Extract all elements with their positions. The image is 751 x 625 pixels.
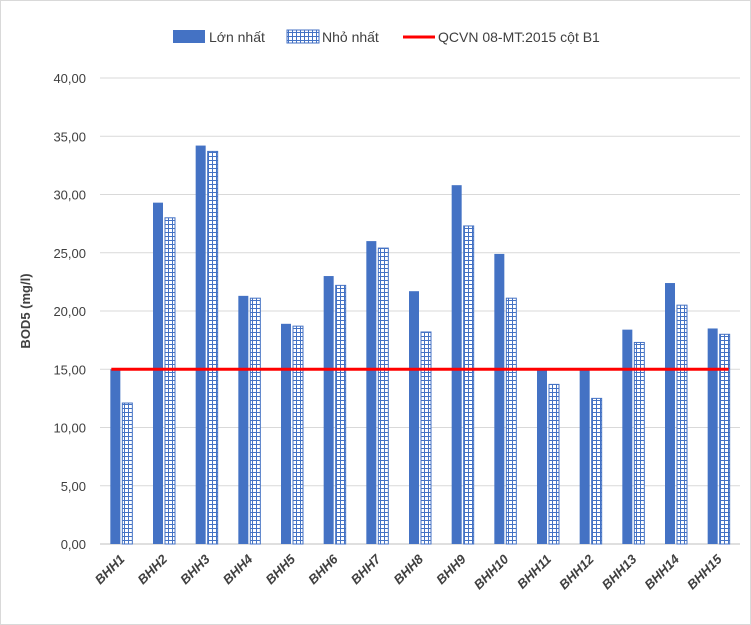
x-tick-label: BHH14 [641,551,682,592]
bar-min [121,402,133,545]
bar-min [548,383,560,545]
y-tick-label: 25,00 [53,246,86,261]
legend-swatch-max [173,30,205,43]
x-tick-label: BHH8 [390,551,426,587]
bar-max [579,369,590,544]
gridlines [100,77,740,545]
x-tick-label: BHH6 [305,551,341,587]
bar-max [622,329,633,544]
bar-min [164,217,176,545]
y-tick-label: 10,00 [53,421,86,436]
bar-max [238,295,249,544]
y-tick-label: 0,00 [61,537,86,552]
x-tick-label: BHH11 [514,552,554,592]
bar-min [505,297,517,545]
bar-max [451,185,462,544]
legend-label-standard: QCVN 08-MT:2015 cột B1 [438,29,600,45]
bar-min [719,333,731,545]
y-tick-label: 35,00 [53,129,86,144]
x-tick-label: BHH4 [220,551,256,587]
x-tick-label: BHH1 [92,552,128,588]
legend-swatch-min [286,29,320,44]
legend: Lớn nhất Nhỏ nhất QCVN 08-MT:2015 cột B1 [173,29,600,45]
bar-min [420,331,432,545]
bar-max [537,369,547,544]
bar-max [409,291,419,544]
y-tick-label: 30,00 [53,188,86,203]
bar-max [366,241,377,544]
x-tick-label: BHH10 [471,551,512,592]
bar-min [633,341,645,545]
bar-max [707,328,718,544]
x-tick-label: BHH7 [348,551,384,587]
bar-min [463,225,475,545]
bar-max [494,253,505,545]
bar-min [591,397,603,545]
bar-min [249,297,261,545]
x-tick-label: BHH3 [177,551,213,587]
bar-max [110,369,121,544]
bar-min [676,304,688,545]
x-tick-label: BHH12 [556,551,597,592]
x-axis-ticks: BHH1 BHH2 BHH3 BHH4 BHH5 BHH6 BHH7 BHH8 BHH9 BHH1… [92,551,726,592]
bar-max [281,323,291,544]
bars [110,145,731,545]
bar-min [292,325,304,545]
bar-max [195,145,206,544]
bar-max [323,276,334,544]
x-tick-label: BHH9 [433,551,469,587]
y-tick-label: 40,00 [53,71,86,86]
x-tick-label: BHH5 [262,551,298,587]
bar-min [335,284,347,545]
x-tick-label: BHH2 [134,551,170,587]
x-tick-label: BHH15 [684,551,725,592]
y-axis-title: BOD5 (mg/l) [18,273,33,348]
x-tick-label: BHH13 [599,551,640,592]
y-tick-label: 20,00 [53,304,86,319]
y-tick-label: 5,00 [61,479,86,494]
legend-label-max: Lớn nhất [209,29,265,45]
bar-min [207,150,219,545]
y-axis-ticks: 0,00 5,00 10,00 15,00 20,00 25,00 30,00 35,00 40… [53,71,86,552]
y-tick-label: 15,00 [53,362,86,377]
legend-label-min: Nhỏ nhất [322,29,379,45]
bar-max [153,202,163,544]
bar-min [377,247,389,545]
bar-max [665,283,675,544]
